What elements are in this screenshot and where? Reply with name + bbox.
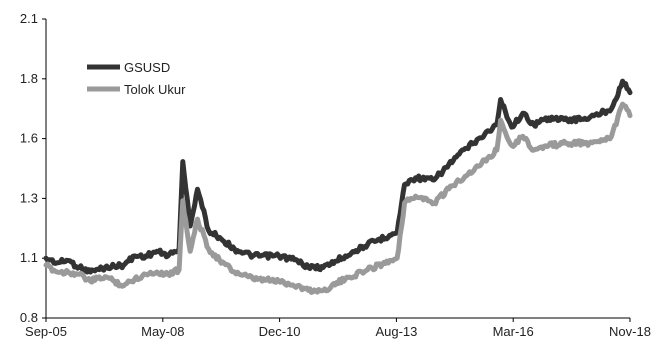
y-tick-label: 1.1 (20, 250, 38, 265)
x-tick-label: Dec-10 (259, 324, 301, 339)
y-tick-label: 0.8 (20, 310, 38, 325)
legend: GSUSD Tolok Ukur (87, 60, 186, 97)
x-tick-label: Nov-18 (609, 324, 651, 339)
series-line-tolok-ukur (43, 101, 633, 295)
legend-label: GSUSD (124, 60, 170, 75)
y-tick-label: 2.1 (20, 11, 38, 26)
series-line-gsusd (43, 78, 633, 275)
x-tick-label: Mar-16 (493, 324, 534, 339)
x-ticks: Sep-05 May-08 Dec-10 Aug-13 Mar-16 Nov-18 (25, 318, 651, 339)
y-tick-label: 1.3 (20, 190, 38, 205)
y-tick-label: 1.8 (20, 71, 38, 86)
series-layer (43, 78, 633, 295)
legend-label: Tolok Ukur (124, 82, 186, 97)
x-tick-label: May-08 (141, 324, 184, 339)
x-tick-label: Aug-13 (375, 324, 417, 339)
y-ticks: 0.8 1.1 1.3 1.6 1.8 2.1 (20, 11, 46, 325)
x-tick-label: Sep-05 (25, 324, 67, 339)
y-tick-label: 1.6 (20, 131, 38, 146)
